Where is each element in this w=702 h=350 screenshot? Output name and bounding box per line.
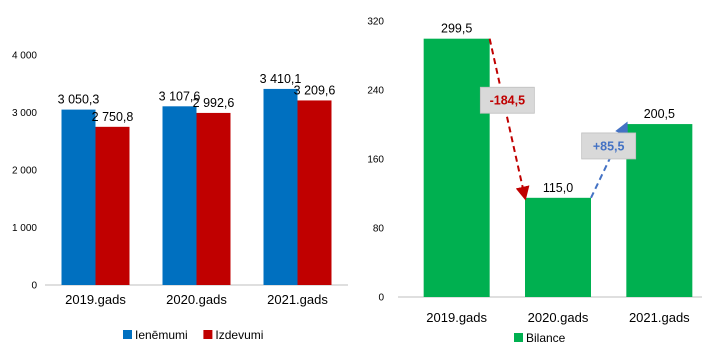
right-y-tick-label: 0 [378, 293, 384, 304]
right-y-tick-label: 80 [373, 224, 385, 235]
left-bar-ienemumi [61, 109, 96, 285]
right-bar-bilance [423, 38, 490, 298]
left-legend-swatch [123, 330, 132, 339]
left-y-tick-label: 3 000 [12, 108, 37, 119]
right-bar-bilance [525, 197, 591, 297]
right-legend-swatch [514, 333, 523, 342]
left-x-category-label: 2021.gads [267, 292, 328, 307]
left-x-category-label: 2019.gads [65, 292, 126, 307]
right-change-label-box [479, 86, 535, 114]
left-y-tick-label: 0 [31, 281, 37, 292]
left-x-category-label: 2020.gads [166, 292, 227, 307]
left-bar-izdevumi [95, 126, 130, 285]
left-bar-data-label: 3 410,1 [260, 72, 302, 86]
right-y-tick-label: 160 [367, 155, 384, 166]
right-x-category-label: 2020.gads [528, 310, 589, 325]
right-x-category-label: 2019.gads [426, 310, 487, 325]
left-bar-izdevumi [196, 112, 231, 285]
left-legend-swatch [203, 330, 213, 339]
left-y-tick-label: 1 000 [12, 223, 37, 234]
right-y-tick-label: 240 [367, 86, 384, 97]
left-legend-label: Ienēmumi [135, 328, 188, 342]
right-x-category-label: 2021.gads [629, 310, 690, 325]
left-bar-data-label: 3 050,3 [58, 93, 100, 107]
right-bar-data-label: 115,0 [543, 181, 573, 195]
left-y-tick-label: 4 000 [12, 51, 37, 62]
left-bar-data-label: 2 750,8 [92, 110, 134, 124]
right-bar-bilance [626, 124, 693, 297]
left-bar-ienemumi [162, 106, 197, 285]
right-change-arrow [590, 121, 628, 199]
left-bar-data-label: 3 107,6 [159, 89, 201, 103]
right-bar-data-label: 200,5 [644, 107, 675, 121]
left-bar-izdevumi [297, 100, 332, 285]
left-legend-label: Izdevumi [215, 328, 263, 342]
left-bar-ienemumi [263, 88, 298, 285]
left-y-tick-label: 2 000 [12, 166, 37, 177]
right-bar-data-label: 299,5 [441, 22, 472, 36]
left-bar-data-label: 2 992,6 [193, 96, 235, 110]
left-bar-data-label: 3 209,6 [294, 83, 336, 97]
right-change-label: +85,5 [593, 139, 625, 153]
right-y-tick-label: 320 [367, 17, 384, 28]
right-change-label: -184,5 [490, 94, 525, 108]
right-change-label-box [581, 132, 637, 160]
right-change-arrow [488, 38, 530, 201]
right-legend-label: Bilance [526, 331, 566, 345]
